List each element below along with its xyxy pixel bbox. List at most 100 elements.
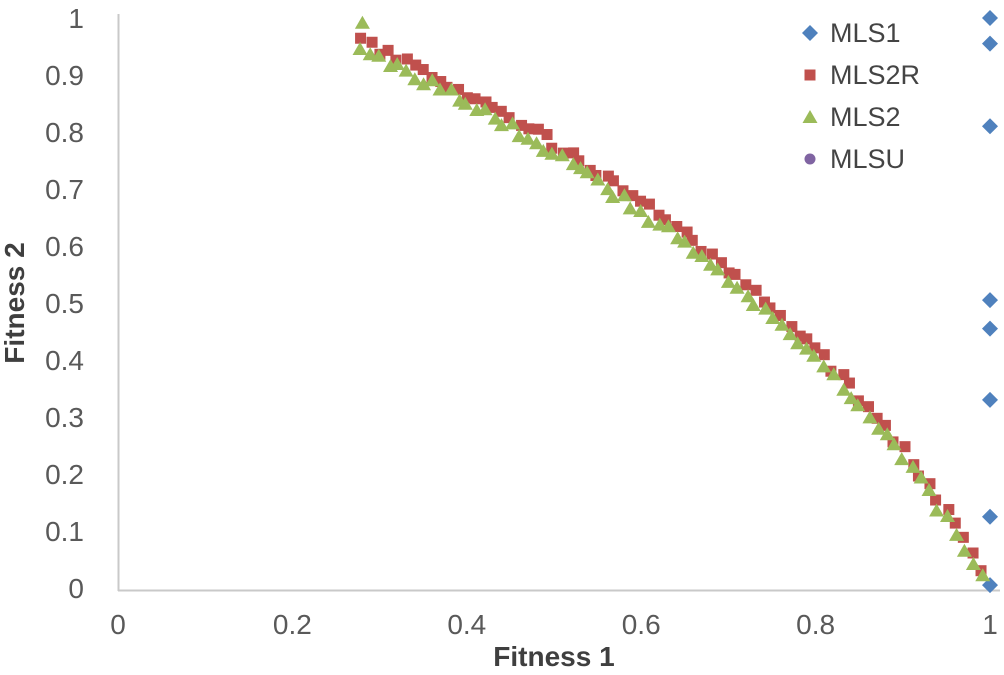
legend-label-mls2r: MLS2R — [830, 59, 921, 90]
diamond-icon — [802, 25, 818, 41]
x-axis-tick-labels: 0 0.2 0.4 0.6 0.8 1 — [110, 609, 998, 640]
square-data-point — [523, 123, 535, 135]
square-data-point — [355, 32, 367, 44]
legend-item-mls1: MLS1 — [799, 12, 920, 54]
triangle-data-point — [554, 148, 570, 162]
triangle-data-point — [565, 157, 581, 171]
triangle-data-point — [424, 73, 440, 87]
y-tick-label: 0.8 — [45, 117, 84, 148]
x-tick-label: 0.4 — [447, 609, 486, 640]
square-data-point — [653, 209, 665, 221]
triangle-data-point — [862, 410, 878, 424]
y-axis-title: Fitness 2 — [0, 242, 30, 363]
x-tick-label: 0.2 — [273, 609, 312, 640]
diamond-data-point — [982, 10, 998, 26]
triangle-data-point — [790, 336, 806, 350]
diamond-data-point — [982, 320, 998, 337]
triangle-data-point — [432, 82, 448, 96]
triangle-data-point — [640, 214, 656, 228]
x-axis-title: Fitness 1 — [493, 641, 614, 672]
square-data-point — [924, 478, 936, 490]
square-data-point — [495, 105, 507, 117]
square-data-point — [879, 419, 891, 431]
triangle-data-point — [505, 116, 521, 130]
triangle-data-point — [886, 437, 902, 451]
triangle-data-point — [685, 245, 701, 259]
square-data-point — [607, 175, 619, 187]
triangle-data-point — [956, 543, 972, 557]
triangle-data-point — [879, 427, 895, 441]
y-axis-tick-labels: 0 0.1 0.2 0.3 0.4 0.5 0.6 0.7 0.8 0.9 1 — [45, 3, 84, 604]
x-tick-label: 0.6 — [622, 609, 661, 640]
square-data-point — [957, 531, 969, 543]
square-data-point — [584, 164, 596, 176]
square-data-point — [723, 267, 735, 279]
square-data-point — [786, 321, 798, 333]
square-data-point — [635, 195, 647, 207]
square-data-point — [590, 169, 602, 181]
triangle-data-point — [710, 262, 726, 276]
diamond-data-point — [982, 118, 998, 135]
triangle-data-point — [836, 382, 852, 396]
square-data-point — [706, 248, 718, 260]
triangle-data-point — [850, 398, 866, 412]
square-data-point — [435, 76, 447, 88]
square-data-point — [774, 309, 786, 321]
square-data-point — [949, 517, 961, 529]
triangle-data-point — [826, 367, 842, 381]
square-data-point — [863, 401, 875, 413]
diamond-data-point — [982, 35, 998, 52]
triangle-data-point — [457, 96, 473, 110]
triangle-data-point — [389, 56, 405, 70]
triangle-data-point — [622, 201, 638, 215]
triangle-data-point — [816, 359, 832, 373]
triangle-data-point — [694, 248, 710, 262]
legend-item-mlsu: MLSU — [799, 138, 920, 180]
triangle-data-point — [535, 143, 551, 157]
square-data-point — [417, 64, 429, 76]
square-data-point — [671, 221, 683, 233]
triangle-data-point — [660, 219, 676, 233]
triangle-data-point — [720, 274, 736, 288]
square-data-point — [401, 53, 413, 65]
triangle-data-point — [806, 348, 822, 362]
diamond-data-point — [982, 391, 998, 408]
triangle-data-point — [975, 568, 991, 582]
diamond-data-point — [982, 292, 998, 309]
triangle-data-point — [633, 203, 649, 217]
square-data-point — [729, 268, 741, 280]
triangle-data-point — [729, 280, 745, 294]
legend-item-mls2r: MLS2R — [799, 54, 920, 96]
square-data-point — [532, 123, 544, 135]
y-tick-label: 0.9 — [45, 60, 84, 91]
triangle-data-point — [774, 317, 790, 331]
square-icon-shape — [804, 69, 816, 81]
triangle-data-point — [487, 111, 503, 125]
triangle-data-point — [703, 257, 719, 271]
legend-label-mlsu: MLSU — [830, 143, 906, 174]
triangle-data-point — [544, 146, 560, 160]
square-data-point — [825, 365, 837, 377]
square-data-point — [643, 198, 655, 210]
y-tick-label: 0.1 — [45, 516, 84, 547]
square-data-point — [809, 342, 821, 354]
square-data-point — [461, 92, 473, 104]
circle-icon-shape — [804, 153, 816, 165]
square-data-point — [750, 284, 762, 296]
square-icon — [804, 69, 816, 81]
square-data-point — [715, 257, 727, 269]
triangle-data-point — [758, 301, 774, 315]
triangle-data-point — [677, 234, 693, 248]
triangle-data-point — [940, 509, 956, 523]
legend: MLS1 MLS2R MLS2 MLSU — [799, 12, 920, 180]
square-data-point — [659, 214, 671, 226]
triangle-data-point — [352, 41, 368, 55]
square-data-point — [516, 119, 528, 131]
triangle-data-point — [590, 172, 606, 186]
square-data-point — [930, 494, 942, 506]
square-data-point — [366, 36, 378, 48]
triangle-data-point — [443, 82, 459, 96]
square-data-point — [627, 190, 639, 202]
square-data-point — [838, 369, 850, 381]
square-data-point — [410, 59, 422, 71]
